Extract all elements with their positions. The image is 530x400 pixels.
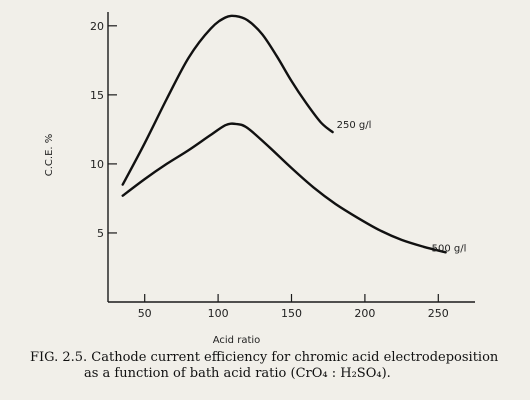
y-tick-label: 20 xyxy=(90,20,104,33)
chart-ticks: 5 10 15 20 50 100 150 200 250 xyxy=(90,20,449,320)
caption-line-2: as a function of bath acid ratio (CrO₄ :… xyxy=(84,366,391,381)
y-tick-label: 10 xyxy=(90,158,104,171)
line-chart: 5 10 15 20 50 100 150 200 250 250 g/l 500 g/l Aci… xyxy=(44,12,475,346)
x-tick-label: 50 xyxy=(138,307,152,320)
x-axis-title: Acid ratio xyxy=(213,335,261,346)
x-tick-label: 200 xyxy=(354,307,375,320)
series-label-500-gl: 500 g/l xyxy=(432,243,467,254)
series-line-500-gl xyxy=(121,122,447,254)
chart-series xyxy=(121,14,447,254)
series-line-250-gl xyxy=(121,14,334,186)
chart-axes xyxy=(107,12,475,303)
series-label-250-gl: 250 g/l xyxy=(337,120,372,131)
y-axis-title: C.C.E. % xyxy=(44,134,55,177)
y-tick-label: 5 xyxy=(97,227,104,240)
y-tick-label: 15 xyxy=(90,89,104,102)
caption-line-1: FIG. 2.5. Cathode current efficiency for… xyxy=(30,350,499,365)
x-tick-label: 150 xyxy=(281,307,302,320)
x-tick-label: 100 xyxy=(208,307,229,320)
chart-annotations: 250 g/l 500 g/l xyxy=(337,120,467,254)
x-tick-label: 250 xyxy=(428,307,449,320)
figure-caption: FIG. 2.5. Cathode current efficiency for… xyxy=(30,350,530,382)
